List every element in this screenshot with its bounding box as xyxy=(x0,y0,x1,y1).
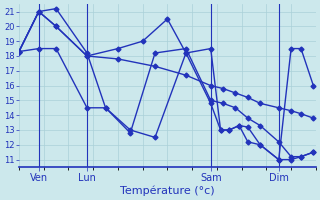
X-axis label: Température (°c): Température (°c) xyxy=(120,185,215,196)
